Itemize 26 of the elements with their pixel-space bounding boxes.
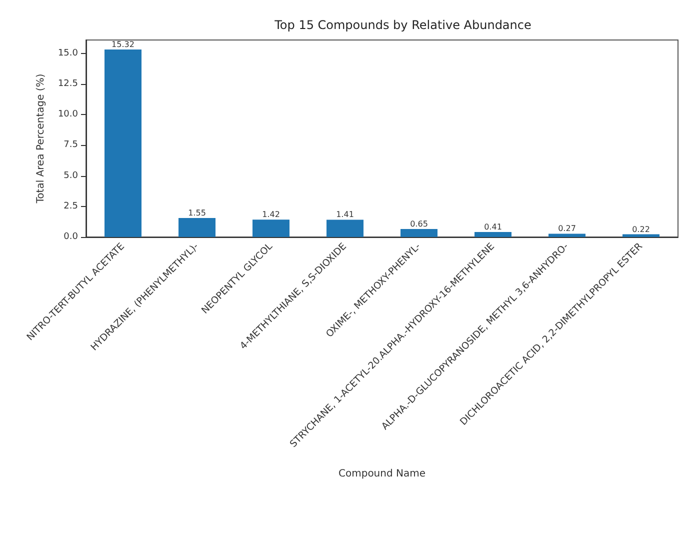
y-tick-label: 12.5 (58, 79, 78, 90)
x-axis-title: Compound Name (338, 468, 426, 480)
bar (622, 234, 660, 237)
bar (326, 220, 364, 237)
y-tick-label: 5.0 (64, 170, 78, 181)
y-tick-label: 0.0 (64, 232, 78, 242)
data-label: 1.55 (188, 208, 206, 218)
bar (178, 218, 216, 237)
y-tick-label: 7.5 (64, 140, 78, 150)
data-label: 1.42 (262, 210, 280, 220)
y-tick-label: 15.0 (58, 48, 78, 58)
bar (400, 229, 438, 237)
data-label: 0.41 (484, 222, 502, 232)
data-label: 0.22 (632, 224, 650, 234)
bar (548, 234, 586, 237)
y-axis-title: Total Area Percentage (%) (36, 74, 46, 204)
y-tick-label: 2.5 (64, 201, 78, 212)
data-label: 0.65 (410, 220, 428, 229)
bar (104, 50, 142, 237)
bar (474, 232, 512, 237)
chart-title: Top 15 Compounds by Relative Abundance (274, 18, 532, 32)
data-label: 15.32 (112, 40, 134, 50)
y-tick-label: 10.0 (58, 110, 78, 120)
data-label: 1.41 (336, 210, 354, 220)
bar (252, 220, 290, 237)
data-label: 0.27 (558, 224, 576, 234)
